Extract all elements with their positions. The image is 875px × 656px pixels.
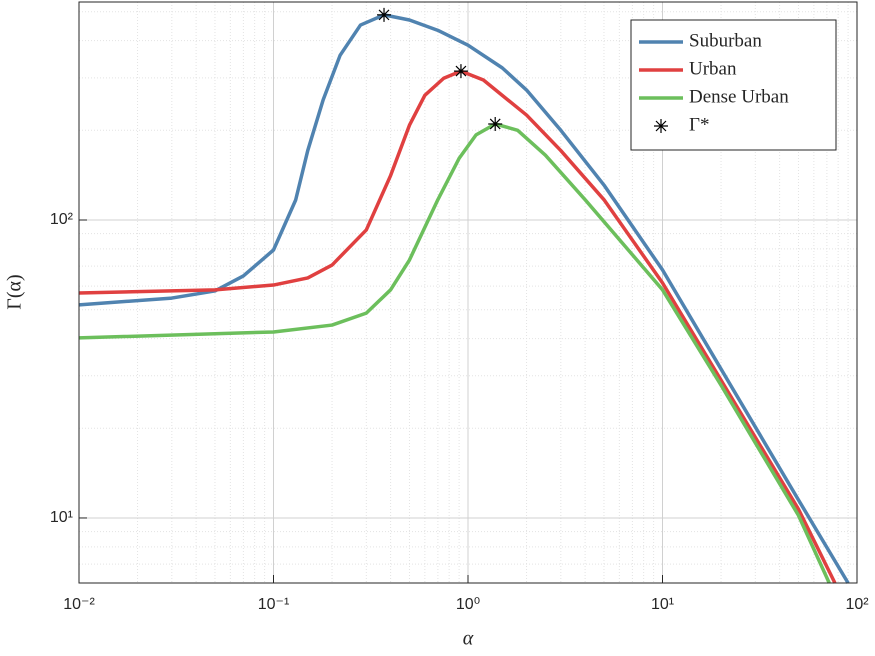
legend-swatch	[654, 119, 668, 133]
x-tick-label: 10²	[845, 596, 869, 613]
line-series	[78, 69, 837, 584]
line-series	[78, 122, 831, 584]
axes-box	[78, 1, 858, 584]
y-tick-label: 10¹	[50, 509, 73, 526]
legend-label: Suburban	[689, 30, 762, 51]
x-tick-label: 10⁰	[456, 596, 480, 613]
optimum-marker	[488, 116, 503, 131]
x-tick-label: 10¹	[651, 596, 674, 613]
legend-label: Dense Urban	[689, 86, 789, 107]
x-tick-label: 10⁻²	[63, 596, 95, 613]
line-series	[78, 13, 850, 584]
y-axis-label: Γ(α)	[4, 274, 26, 309]
y-tick-label: 10²	[50, 211, 74, 228]
legend-label: Urban	[689, 58, 737, 79]
optimum-marker	[453, 64, 468, 79]
optimum-marker	[377, 7, 392, 22]
legend-label: Γ*	[689, 114, 709, 135]
x-axis-label: α	[463, 628, 474, 650]
x-tick-label: 10⁻¹	[258, 596, 290, 613]
